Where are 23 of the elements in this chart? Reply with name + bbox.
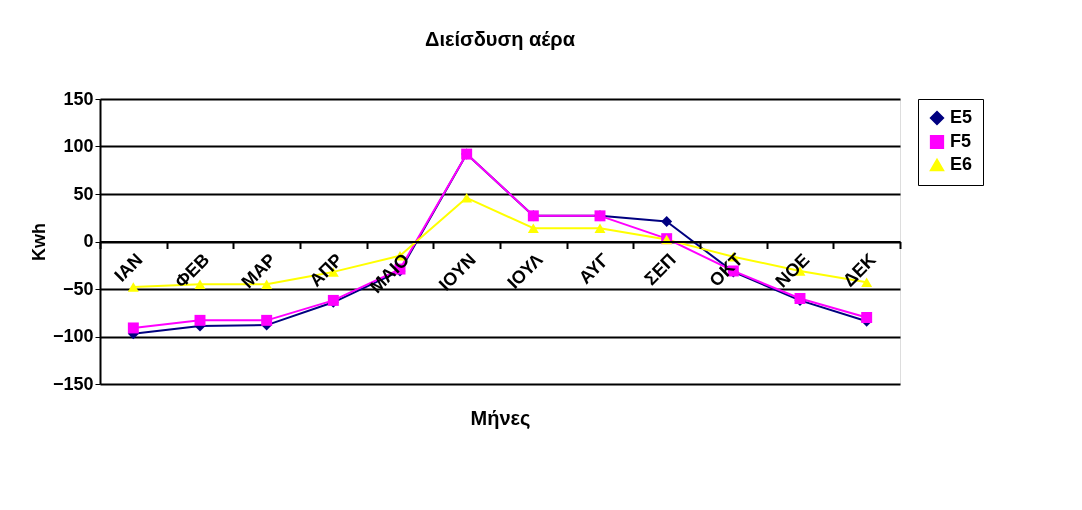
x-axis-title: Μήνες: [470, 407, 531, 430]
y-tick-label: −50: [62, 278, 94, 299]
legend-label: E5: [950, 107, 973, 127]
x-tick-label: ΙΑΝ: [110, 249, 147, 286]
point: [461, 193, 473, 203]
y-tick-label: 100: [63, 136, 94, 156]
point: [194, 314, 206, 326]
y-tick-label: 150: [63, 88, 94, 109]
point: [661, 216, 673, 228]
chart-title: Διείσδυση αέρα: [425, 28, 576, 50]
point: [594, 223, 606, 233]
y-tick-label: 50: [73, 183, 94, 204]
point: [127, 282, 139, 292]
point: [527, 223, 539, 233]
point: [261, 314, 273, 326]
legend-label: E6: [950, 154, 973, 174]
legend-label: F5: [950, 131, 972, 151]
y-axis-title: Kwh: [28, 223, 49, 261]
y-tick-label: −100: [52, 326, 94, 346]
point: [127, 322, 139, 334]
y-tick-label: −150: [52, 373, 94, 394]
y-tick-label: 0: [83, 231, 94, 251]
point: [861, 312, 873, 323]
